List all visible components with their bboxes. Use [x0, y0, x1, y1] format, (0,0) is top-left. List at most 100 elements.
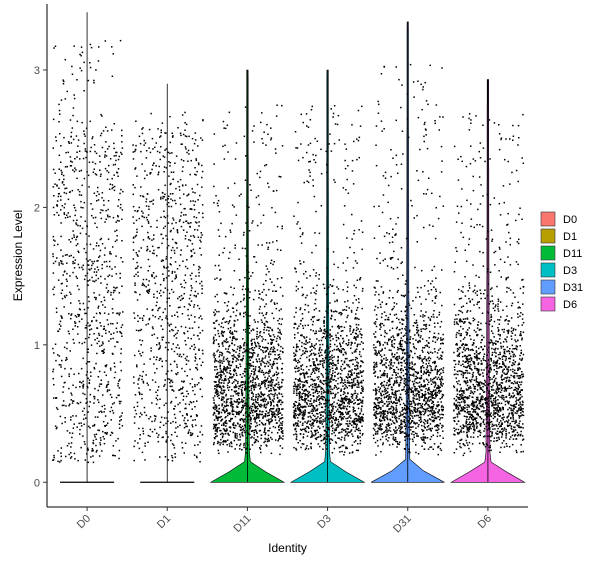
data-point [214, 369, 216, 371]
data-point [103, 261, 106, 263]
data-point [242, 400, 245, 402]
data-point [268, 330, 270, 332]
data-point [133, 406, 135, 409]
data-point [197, 145, 199, 147]
data-point [213, 163, 215, 165]
data-point [95, 195, 98, 197]
data-point [312, 425, 315, 427]
data-point [336, 345, 338, 348]
data-point [250, 275, 252, 277]
data-point [247, 385, 249, 388]
data-point [333, 378, 335, 381]
data-point [305, 406, 307, 408]
data-point [221, 342, 224, 344]
data-point [351, 387, 353, 389]
data-point [328, 286, 330, 288]
data-point [142, 283, 145, 286]
data-point [273, 394, 276, 396]
data-point [342, 405, 345, 407]
data-point [355, 339, 357, 341]
data-point [157, 189, 160, 191]
data-point [160, 358, 162, 360]
data-point [146, 290, 148, 292]
data-point [106, 170, 108, 172]
data-point [272, 407, 275, 410]
data-point [234, 356, 237, 359]
data-point [87, 322, 89, 324]
data-point [59, 113, 61, 115]
data-point [262, 283, 265, 286]
data-point [330, 150, 333, 152]
data-point [223, 391, 225, 393]
data-point [184, 403, 187, 405]
data-point [102, 304, 104, 306]
data-point [145, 286, 147, 288]
data-point [66, 430, 69, 432]
data-point [87, 351, 89, 353]
data-point [239, 312, 241, 314]
data-point [273, 384, 276, 387]
data-point [260, 392, 262, 395]
data-point [320, 393, 323, 395]
data-point [198, 349, 200, 351]
data-point [140, 355, 142, 357]
data-point [337, 355, 339, 358]
data-point [193, 216, 195, 218]
data-point [168, 324, 170, 326]
data-point [238, 355, 241, 357]
data-point [346, 413, 348, 415]
data-point [256, 360, 258, 362]
data-point [279, 329, 281, 331]
data-point [316, 140, 319, 142]
data-point [215, 415, 217, 417]
data-point [160, 260, 163, 262]
data-point [360, 365, 362, 367]
data-point [194, 290, 197, 293]
data-point [252, 329, 255, 331]
data-point [310, 442, 312, 445]
data-point [232, 406, 234, 408]
data-point [275, 307, 278, 310]
data-point [248, 377, 250, 379]
data-point [114, 230, 116, 233]
data-point [268, 439, 270, 442]
data-point [340, 335, 342, 337]
data-point [323, 442, 325, 445]
data-point [60, 455, 62, 458]
data-point [239, 359, 242, 361]
data-point [303, 375, 306, 377]
data-point [175, 396, 177, 399]
data-point [146, 193, 149, 195]
data-point [176, 311, 178, 313]
data-point [137, 379, 140, 381]
data-point [87, 260, 89, 262]
data-point [198, 317, 200, 319]
data-point [268, 393, 270, 396]
data-point [343, 388, 346, 390]
data-point [345, 148, 348, 150]
data-point [342, 348, 344, 350]
data-point [168, 205, 170, 208]
data-point [106, 178, 109, 181]
data-point [250, 340, 253, 342]
data-point [108, 340, 110, 342]
data-point [176, 231, 179, 234]
data-point [60, 260, 62, 262]
data-point [248, 297, 251, 299]
data-point [337, 356, 339, 359]
data-point [359, 417, 362, 419]
data-point [334, 371, 336, 374]
data-point [111, 352, 114, 355]
data-point [119, 331, 122, 334]
data-point [323, 429, 326, 432]
data-point [265, 444, 267, 446]
data-point [343, 416, 345, 418]
data-point [158, 343, 161, 345]
data-point [331, 335, 333, 337]
data-point [340, 394, 342, 397]
data-point [88, 379, 91, 381]
data-point [301, 341, 303, 344]
data-point [179, 306, 181, 308]
data-point [105, 218, 107, 220]
data-point [257, 370, 260, 373]
